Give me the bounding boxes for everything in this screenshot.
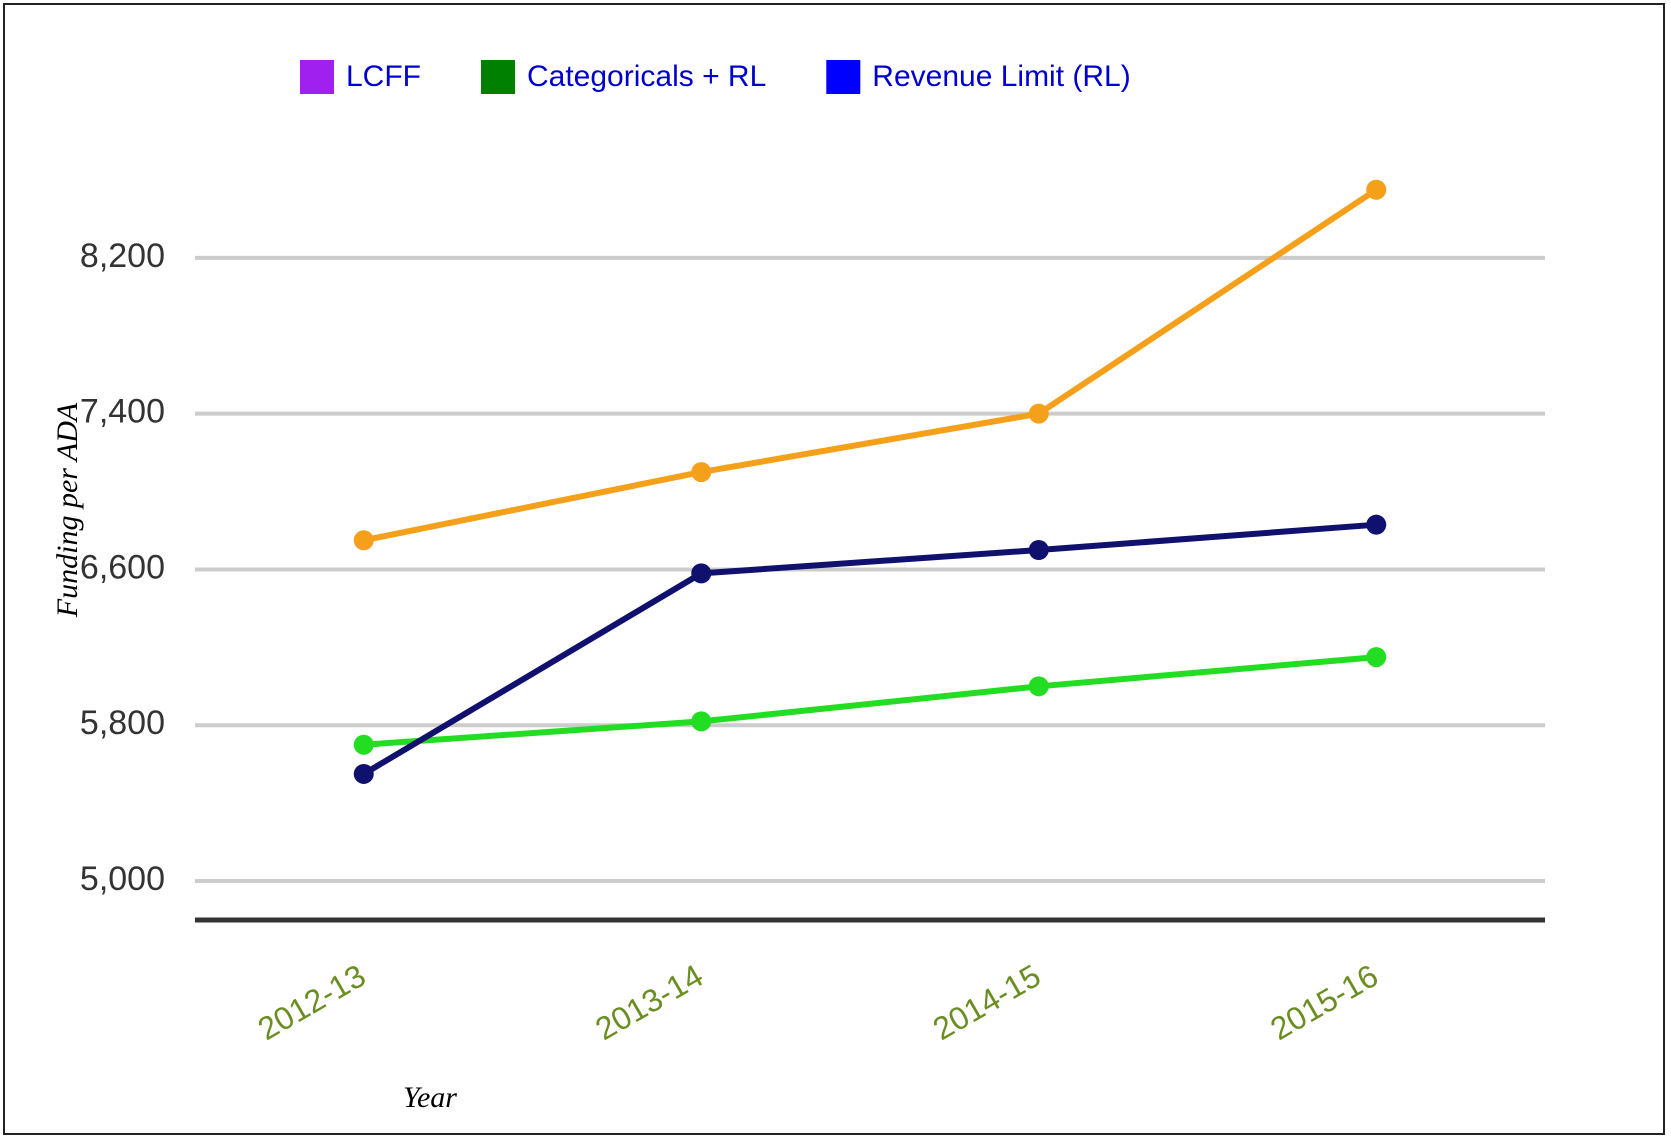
legend-swatch xyxy=(826,60,861,94)
series-line xyxy=(363,654,1377,748)
legend-label: Revenue Limit (RL) xyxy=(872,60,1130,93)
y-tick-label: 8,200 xyxy=(80,237,165,275)
legend-label: Categoricals + RL xyxy=(527,60,766,93)
series-line xyxy=(363,187,1378,544)
data-point xyxy=(1366,179,1387,200)
y-tick-label: 6,600 xyxy=(80,548,165,586)
data-point xyxy=(1028,540,1049,560)
data-point xyxy=(353,734,374,755)
y-tick-label: 7,400 xyxy=(80,393,165,431)
data-point xyxy=(691,711,712,732)
data-point xyxy=(1366,647,1387,668)
x-axis-label: Year xyxy=(403,1081,457,1114)
data-point xyxy=(1028,403,1049,424)
legend-swatch xyxy=(481,60,515,94)
data-point xyxy=(1366,514,1387,535)
data-point xyxy=(691,563,712,584)
y-tick-label: 5,800 xyxy=(80,704,165,742)
data-point xyxy=(353,763,374,784)
y-tick-label: 5,000 xyxy=(80,860,165,898)
data-point xyxy=(1028,676,1049,697)
legend-swatch xyxy=(300,60,334,94)
y-axis-label: Funding per ADA xyxy=(51,402,84,618)
data-point xyxy=(691,462,712,483)
data-point xyxy=(353,530,374,551)
legend-label: LCFF xyxy=(346,60,421,93)
series-line xyxy=(362,521,1377,777)
